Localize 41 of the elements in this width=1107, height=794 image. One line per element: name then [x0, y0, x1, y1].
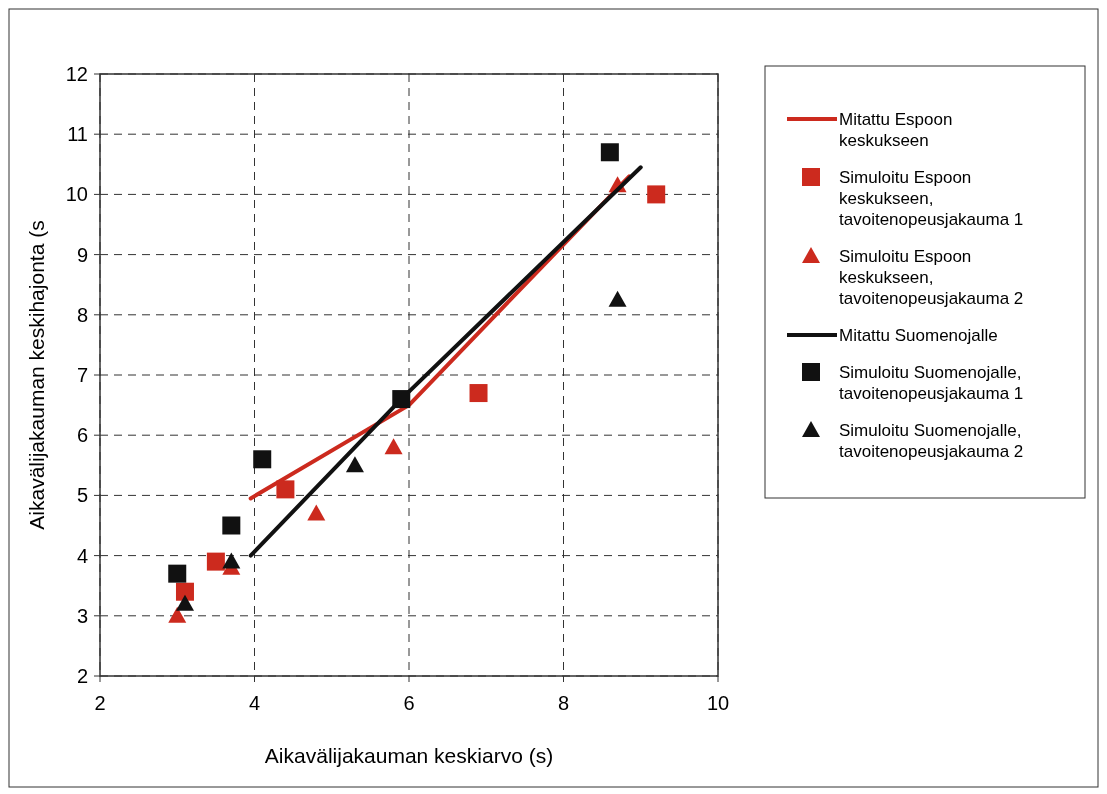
point [222, 552, 241, 569]
x-axis-title: Aikavälijakauman keskiarvo (s) [264, 744, 554, 767]
y-tick-label: 9 [76, 243, 88, 266]
legend-label: Simuloitu Espoon keskukseen, tavoitenopeusjakauma 1 [839, 168, 1024, 229]
x-tick-label: 2 [94, 692, 106, 714]
point [168, 606, 187, 623]
point [206, 552, 225, 571]
point [276, 480, 295, 499]
x-tick-label: 6 [403, 692, 415, 714]
x-tick-label: 8 [557, 692, 570, 714]
point [168, 564, 187, 583]
legend-label: Mitattu Suomenojalle [839, 326, 998, 345]
y-tick-label: 4 [76, 544, 88, 567]
point [345, 456, 364, 473]
point [175, 582, 194, 601]
point [600, 143, 619, 162]
y-tick-label: 10 [65, 183, 88, 206]
point [392, 390, 411, 409]
x-tick-label: 4 [248, 692, 261, 714]
point [469, 384, 488, 403]
point [608, 290, 627, 307]
legend-label: Simuloitu Espoon keskukseen, tavoitenopeusjakauma 2 [839, 247, 1024, 308]
point [175, 594, 194, 611]
point [647, 185, 666, 204]
y-tick-label: 11 [67, 123, 88, 146]
y-tick-label: 6 [76, 424, 88, 447]
point [253, 450, 272, 469]
point [222, 516, 241, 535]
legend-label: Simuloitu Suomenojalle, tavoitenopeusjakauma 1 [839, 363, 1024, 403]
y-tick-label: 3 [76, 604, 88, 627]
y-tick-label: 5 [76, 484, 88, 507]
y-tick-label: 8 [76, 303, 88, 326]
legend-label: Mitattu Espoon keskukseen [839, 110, 953, 150]
y-axis-title: Aikavälijakauman keskihajonta (s [25, 220, 48, 530]
point [384, 438, 403, 455]
y-tick-label: 2 [76, 665, 88, 687]
point [307, 504, 326, 521]
legend-label: Simuloitu Suomenojalle, tavoitenopeusjakauma 2 [839, 421, 1024, 461]
x-tick-label: 10 [706, 692, 730, 714]
y-tick-label: 7 [76, 364, 88, 386]
y-tick-label: 12 [65, 63, 88, 85]
